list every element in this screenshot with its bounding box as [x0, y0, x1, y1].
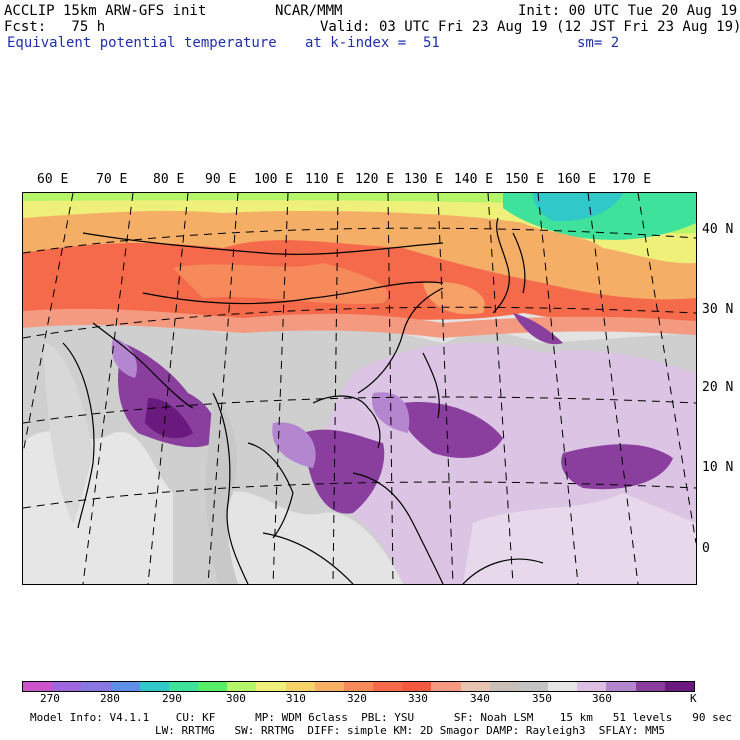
colorbar-swatch: [110, 682, 140, 691]
colorbar-swatch: [548, 682, 578, 691]
colorbar-tick: 320: [347, 692, 367, 705]
colorbar-swatch: [518, 682, 549, 691]
colorbar-tick: 340: [470, 692, 490, 705]
colorbar-swatch: [23, 682, 53, 691]
colorbar-tick: 310: [286, 692, 306, 705]
colorbar-swatch: [198, 682, 228, 691]
colorbar-tick: 330: [408, 692, 428, 705]
colorbar-tick: 350: [532, 692, 552, 705]
colorbar-tick: 290: [162, 692, 182, 705]
colorbar-unit: K: [690, 692, 697, 705]
init-time: Init: 00 UTC Tue 20 Aug 19: [518, 3, 738, 19]
lon-label: 60 E: [37, 172, 69, 187]
colorbar-swatch: [431, 682, 461, 691]
lon-label: 120 E: [355, 172, 395, 187]
colorbar-swatch: [139, 682, 169, 691]
colorbar-tick: 300: [226, 692, 246, 705]
lon-label: 80 E: [153, 172, 185, 187]
institution-label: NCAR/MMM: [275, 3, 343, 19]
valid-time: Valid: 03 UTC Fri 23 Aug 19 (12 JST Fri …: [320, 19, 740, 35]
colorbar-swatch: [227, 682, 257, 691]
colorbar-swatch: [168, 682, 199, 691]
lat-label: 30 N: [702, 302, 734, 317]
colorbar-swatch: [285, 682, 315, 691]
colorbar-swatch: [402, 682, 432, 691]
lat-label: 0: [702, 541, 710, 556]
lat-label: 10 N: [702, 460, 734, 475]
model-title: ACCLIP 15km ARW-GFS init: [4, 3, 207, 19]
model-info-line2: LW: RRTMG SW: RRTMG DIFF: simple KM: 2D …: [155, 724, 665, 737]
colorbar-swatch: [664, 682, 694, 691]
colorbar-tick: 360: [592, 692, 612, 705]
smoothing-label: sm= 2: [577, 35, 620, 51]
colorbar-tick: 280: [100, 692, 120, 705]
field-name: Equivalent potential temperature: [7, 35, 277, 51]
colorbar: [22, 681, 695, 692]
model-info-line1: Model Info: V4.1.1 CU: KF MP: WDM 6class…: [30, 711, 732, 724]
colorbar-swatch: [460, 682, 490, 691]
lon-label: 150 E: [505, 172, 545, 187]
colorbar-swatch: [373, 682, 403, 691]
level-index: at k-index = 51: [305, 35, 440, 51]
lon-label: 170 E: [612, 172, 652, 187]
colorbar-swatch: [81, 682, 111, 691]
lat-label: 40 N: [702, 222, 734, 237]
colorbar-swatch: [635, 682, 665, 691]
lon-label: 100 E: [254, 172, 294, 187]
forecast-hour: Fcst: 75 h: [4, 19, 106, 35]
map-panel[interactable]: [22, 192, 697, 585]
lon-label: 90 E: [205, 172, 237, 187]
colorbar-tick: 270: [40, 692, 60, 705]
colorbar-swatch: [314, 682, 344, 691]
theta-e-field: [23, 193, 696, 584]
lon-label: 130 E: [404, 172, 444, 187]
colorbar-swatch: [489, 682, 519, 691]
lon-label: 160 E: [557, 172, 597, 187]
colorbar-swatch: [52, 682, 82, 691]
lon-label: 70 E: [96, 172, 128, 187]
colorbar-swatch: [577, 682, 607, 691]
colorbar-swatch: [343, 682, 374, 691]
lat-label: 20 N: [702, 380, 734, 395]
lon-label: 140 E: [454, 172, 494, 187]
colorbar-swatch: [256, 682, 286, 691]
lon-label: 110 E: [305, 172, 345, 187]
colorbar-swatch: [606, 682, 636, 691]
